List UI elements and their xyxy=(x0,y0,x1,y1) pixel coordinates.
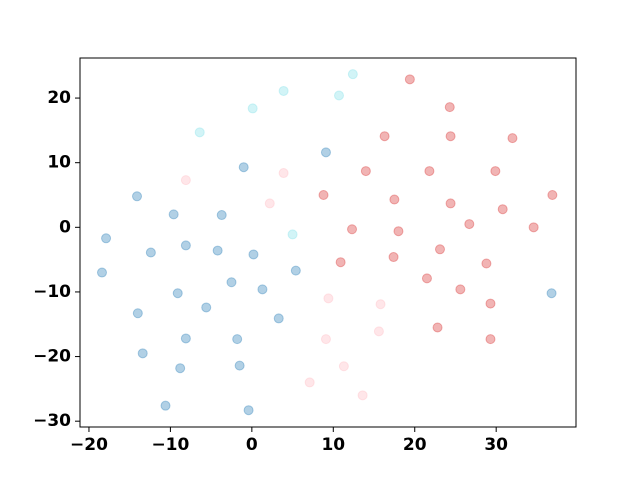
x-tick-label: −10 xyxy=(151,435,189,455)
x-tick-label: 10 xyxy=(321,435,345,455)
point xyxy=(172,288,183,299)
point xyxy=(232,334,243,345)
point xyxy=(373,326,384,337)
point xyxy=(137,348,148,359)
point xyxy=(180,240,191,251)
point xyxy=(290,265,301,276)
point xyxy=(357,390,368,401)
point xyxy=(424,166,435,177)
point xyxy=(393,226,404,237)
point xyxy=(375,299,386,310)
point xyxy=(444,102,455,113)
point xyxy=(194,127,205,138)
point xyxy=(347,224,358,235)
point xyxy=(464,219,475,230)
y-tick-label: −30 xyxy=(33,411,71,431)
point xyxy=(546,288,557,299)
point xyxy=(287,229,298,240)
x-tick-label: 0 xyxy=(246,435,258,455)
point xyxy=(485,334,496,345)
y-tick-label: 0 xyxy=(59,217,71,237)
point xyxy=(507,133,518,144)
point xyxy=(335,257,346,268)
point xyxy=(248,249,259,260)
point xyxy=(278,85,289,96)
point xyxy=(445,131,456,142)
point xyxy=(145,247,156,258)
point xyxy=(388,252,399,263)
point xyxy=(434,244,445,255)
point xyxy=(404,74,415,85)
point xyxy=(226,277,237,288)
y-tick-label: 10 xyxy=(47,153,71,173)
point xyxy=(320,147,331,158)
point xyxy=(234,360,245,371)
y-tick-label: 20 xyxy=(47,88,71,108)
point xyxy=(278,168,289,179)
point xyxy=(264,198,275,209)
point xyxy=(216,210,227,221)
point xyxy=(132,308,143,319)
point xyxy=(175,363,186,374)
point xyxy=(547,190,558,201)
point xyxy=(379,131,390,142)
point xyxy=(247,103,258,114)
point xyxy=(201,302,212,313)
point xyxy=(160,400,171,411)
point xyxy=(273,313,284,324)
point xyxy=(304,377,315,388)
y-tick-label: −10 xyxy=(33,282,71,302)
point xyxy=(490,166,501,177)
point xyxy=(497,204,508,215)
point xyxy=(243,405,254,416)
point xyxy=(132,191,143,202)
point xyxy=(180,333,191,344)
x-tick-label: −20 xyxy=(70,435,108,455)
point xyxy=(445,198,456,209)
point xyxy=(168,209,179,220)
point xyxy=(360,166,371,177)
point xyxy=(238,162,249,173)
point xyxy=(389,194,400,205)
y-tick-label: −20 xyxy=(33,347,71,367)
point xyxy=(257,284,268,295)
point xyxy=(528,222,539,233)
point xyxy=(318,190,329,201)
point xyxy=(338,361,349,372)
point xyxy=(432,322,443,333)
point xyxy=(212,245,223,256)
point xyxy=(96,267,107,278)
point xyxy=(485,298,496,309)
point xyxy=(101,233,112,244)
point xyxy=(323,293,334,304)
point xyxy=(421,273,432,284)
point xyxy=(481,258,492,269)
point xyxy=(320,334,331,345)
point xyxy=(347,69,358,80)
point xyxy=(455,284,466,295)
point xyxy=(180,175,191,186)
point xyxy=(333,90,344,101)
plot-frame xyxy=(79,57,577,428)
x-tick-label: 30 xyxy=(484,435,508,455)
x-tick-label: 20 xyxy=(403,435,427,455)
